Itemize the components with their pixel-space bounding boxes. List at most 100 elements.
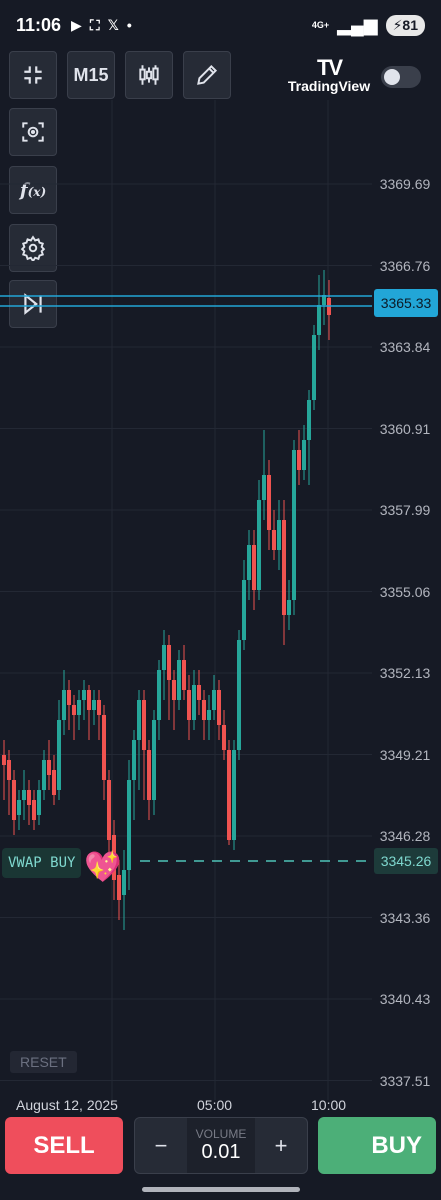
candle-down bbox=[187, 690, 191, 720]
logo-mark: TV bbox=[316, 55, 343, 80]
time-label-0500: 05:00 bbox=[197, 1097, 233, 1113]
candle-up bbox=[302, 440, 306, 470]
timeframe-label: M15 bbox=[73, 64, 109, 85]
candle-up bbox=[257, 500, 261, 590]
vwap-price-badge: 3345.26 bbox=[374, 848, 438, 874]
time-label-1000: 10:00 bbox=[311, 1097, 347, 1113]
candle-down bbox=[217, 690, 221, 725]
candle-down bbox=[282, 520, 286, 615]
reset-button[interactable]: RESET bbox=[10, 1051, 77, 1073]
candle-down bbox=[227, 750, 231, 840]
go-to-latest-button[interactable] bbox=[9, 280, 57, 328]
price-axis-label: 3340.43 bbox=[379, 991, 431, 1007]
candle-down bbox=[167, 645, 171, 680]
sell-button[interactable]: SELL bbox=[5, 1117, 123, 1174]
candle-down bbox=[67, 690, 71, 705]
candle-down bbox=[2, 755, 6, 765]
candle-up bbox=[17, 800, 21, 815]
volume-field[interactable]: VOLUME 0.01 bbox=[187, 1118, 255, 1173]
candle-up bbox=[312, 335, 316, 400]
candle-down bbox=[252, 545, 256, 590]
candle-up bbox=[292, 450, 296, 600]
focus-button[interactable] bbox=[9, 108, 57, 156]
candle-up bbox=[127, 780, 131, 870]
candle-up bbox=[192, 685, 196, 720]
candle-up bbox=[92, 700, 96, 710]
candle-down bbox=[112, 835, 116, 880]
skip-to-end-icon bbox=[24, 293, 42, 315]
candle-down bbox=[267, 475, 271, 530]
candles-icon bbox=[139, 65, 159, 85]
battery-level: ⚡81 bbox=[385, 14, 425, 36]
logo-name: TradingView bbox=[287, 78, 371, 94]
gear-icon bbox=[20, 235, 46, 261]
timeframe-button[interactable]: M15 bbox=[67, 51, 115, 99]
price-axis-label: 3343.36 bbox=[379, 909, 431, 926]
candle-down bbox=[202, 700, 206, 720]
candle-up bbox=[122, 870, 126, 895]
candle-up bbox=[132, 740, 136, 780]
candle-down bbox=[102, 715, 106, 780]
theme-toggle[interactable] bbox=[381, 66, 421, 88]
candle-down bbox=[197, 685, 201, 700]
price-axis-label: 3352.13 bbox=[379, 665, 431, 681]
candle-up bbox=[77, 700, 81, 715]
candles-layer bbox=[2, 270, 331, 930]
volume-value: 0.01 bbox=[201, 1141, 241, 1163]
candle-down bbox=[27, 790, 31, 805]
volume-label: VOLUME bbox=[195, 1127, 247, 1141]
candle-down bbox=[72, 705, 76, 715]
candle-down bbox=[272, 530, 276, 550]
candle-up bbox=[177, 660, 181, 700]
candle-up bbox=[162, 645, 166, 670]
time-label-date: August 12, 2025 bbox=[16, 1097, 118, 1113]
function-icon: f(x) bbox=[19, 179, 47, 201]
volume-increase-button[interactable]: + bbox=[274, 1132, 288, 1158]
candle-down bbox=[107, 780, 111, 840]
price-axis-label: 3346.28 bbox=[379, 828, 431, 844]
settings-button[interactable] bbox=[9, 224, 57, 272]
pencil-icon bbox=[197, 64, 218, 85]
indicators-button[interactable]: f(x) bbox=[9, 166, 57, 214]
candle-down bbox=[7, 760, 11, 780]
current-price-badge: 3365.33 bbox=[374, 289, 438, 317]
candle-down bbox=[47, 760, 51, 775]
candle-up bbox=[277, 520, 281, 550]
candle-up bbox=[207, 710, 211, 720]
candle-up bbox=[82, 690, 86, 700]
vwap-tag-label: VWAP BUY bbox=[8, 855, 76, 871]
price-axis-label: 3369.69 bbox=[379, 176, 431, 192]
collapse-icon bbox=[24, 66, 42, 84]
candle-down bbox=[97, 700, 101, 715]
dot-icon: • bbox=[126, 17, 132, 33]
price-axis-label: 3363.84 bbox=[379, 339, 431, 355]
price-chart[interactable] bbox=[0, 100, 372, 1100]
volume-stepper: − VOLUME 0.01 + bbox=[134, 1117, 308, 1174]
candle-down bbox=[182, 660, 186, 690]
screen-record-icon: ⛶ bbox=[89, 16, 100, 33]
chart-grid bbox=[0, 100, 372, 1100]
drawing-button[interactable] bbox=[183, 51, 231, 99]
candle-down bbox=[117, 875, 121, 900]
signal-icon: ▂▄▆ bbox=[337, 14, 378, 35]
candle-up bbox=[212, 690, 216, 710]
tradingview-logo: TV TradingView bbox=[286, 55, 372, 95]
candle-down bbox=[32, 800, 36, 820]
sparkle-heart-icon: 💖 bbox=[84, 851, 122, 884]
candle-up bbox=[137, 700, 141, 740]
candle-down bbox=[87, 690, 91, 710]
candle-up bbox=[152, 720, 156, 800]
candle-down bbox=[222, 725, 226, 750]
status-time: 11:06 bbox=[16, 14, 62, 35]
collapse-button[interactable] bbox=[9, 51, 57, 99]
volume-decrease-button[interactable]: − bbox=[154, 1132, 168, 1158]
home-indicator bbox=[142, 1187, 300, 1192]
buy-button[interactable]: BUY bbox=[318, 1117, 436, 1174]
x-icon: 𝕏 bbox=[107, 16, 119, 33]
chart-type-button[interactable] bbox=[125, 51, 173, 99]
price-axis-label: 3355.06 bbox=[379, 583, 431, 600]
price-axis-label: 3357.99 bbox=[379, 502, 431, 518]
candle-up bbox=[62, 690, 66, 720]
price-axis-label: 3337.51 bbox=[379, 1072, 431, 1089]
candle-up bbox=[242, 580, 246, 640]
